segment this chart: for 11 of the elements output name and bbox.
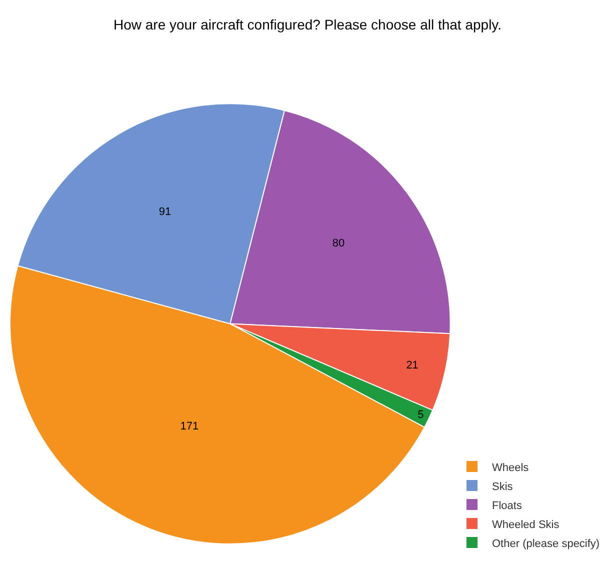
legend-label: Skis bbox=[492, 480, 514, 493]
data-label: 171 bbox=[180, 420, 199, 432]
legend-label: Floats bbox=[492, 500, 522, 512]
chart-title: How are your aircraft configured? Please choose all that apply. bbox=[113, 16, 502, 33]
legend-label: Wheels bbox=[492, 462, 530, 474]
data-label: 21 bbox=[406, 359, 418, 372]
data-label: 91 bbox=[158, 206, 172, 218]
data-label: 5 bbox=[418, 408, 424, 421]
legend-label: Wheeled Skis bbox=[492, 518, 560, 531]
legend-label: Other (please specify) bbox=[492, 538, 600, 550]
data-label: 80 bbox=[332, 237, 345, 250]
